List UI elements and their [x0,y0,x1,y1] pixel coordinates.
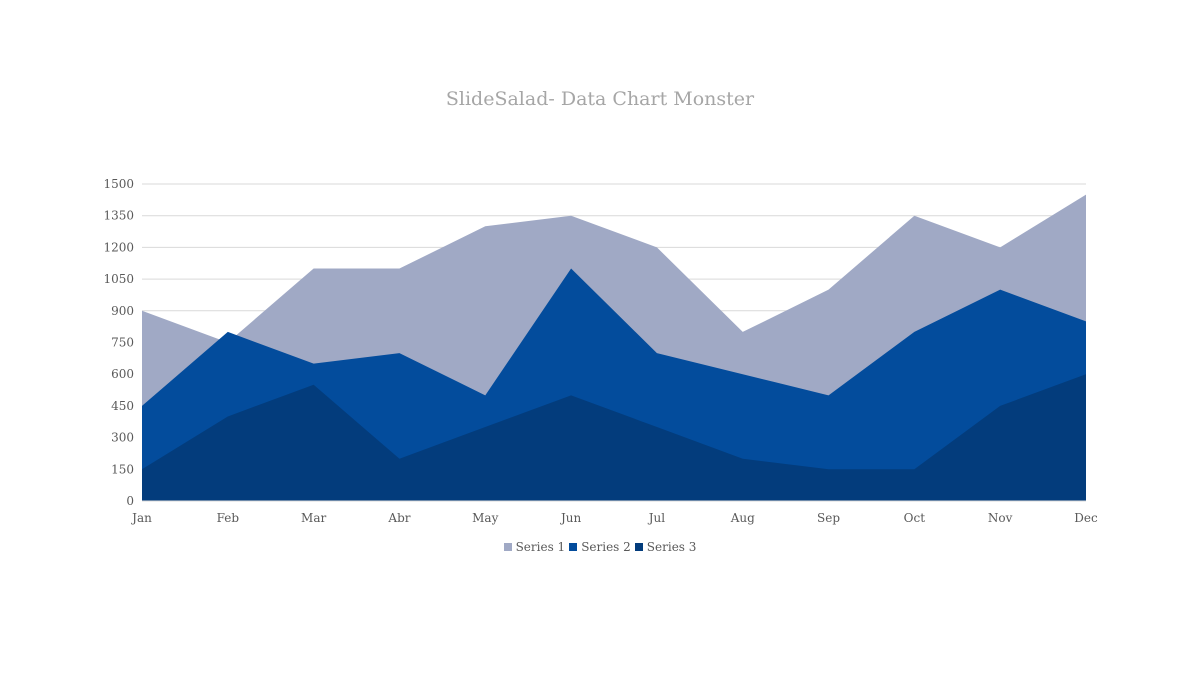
x-tick-label: Jan [130,511,152,525]
legend-swatch [503,543,512,551]
y-tick-label: 150 [111,462,134,476]
legend-swatch [634,543,643,551]
legend-label: Series 2 [581,540,631,554]
chart-title: SlideSalad- Data Chart Monster [445,88,755,110]
legend-label: Series 1 [515,540,566,554]
x-tick-label: Aug [730,511,755,525]
chart-legend: Series 1 Series 2 Series 3 [0,540,1200,554]
area-series-3 [142,374,1086,501]
legend-swatch [569,543,578,551]
y-tick-label: 1350 [103,209,134,223]
x-tick-label: Abr [387,511,410,525]
x-tick-label: Nov [988,511,1013,525]
x-tick-label: Sep [817,511,840,525]
y-tick-label: 1200 [103,240,134,254]
x-tick-label: Jun [559,511,582,525]
y-tick-label: 900 [111,304,134,318]
legend-item: Series 3 [634,540,697,554]
x-tick-label: Oct [904,511,926,525]
y-tick-label: 0 [126,494,134,508]
y-tick-label: 300 [111,431,134,445]
legend-label: Series 3 [646,540,697,554]
y-tick-label: 750 [111,336,134,350]
legend-item: Series 2 [569,540,631,554]
x-tick-label: Mar [301,511,326,525]
x-tick-label: May [472,511,498,525]
x-tick-label: Dec [1074,511,1098,525]
y-tick-label: 450 [111,399,134,413]
x-tick-label: Feb [217,511,240,525]
y-tick-label: 600 [111,367,134,381]
y-tick-label: 1500 [103,177,134,191]
legend-item: Series 1 [503,540,566,554]
x-tick-label: Jul [647,511,666,525]
y-tick-label: 1050 [103,272,134,286]
